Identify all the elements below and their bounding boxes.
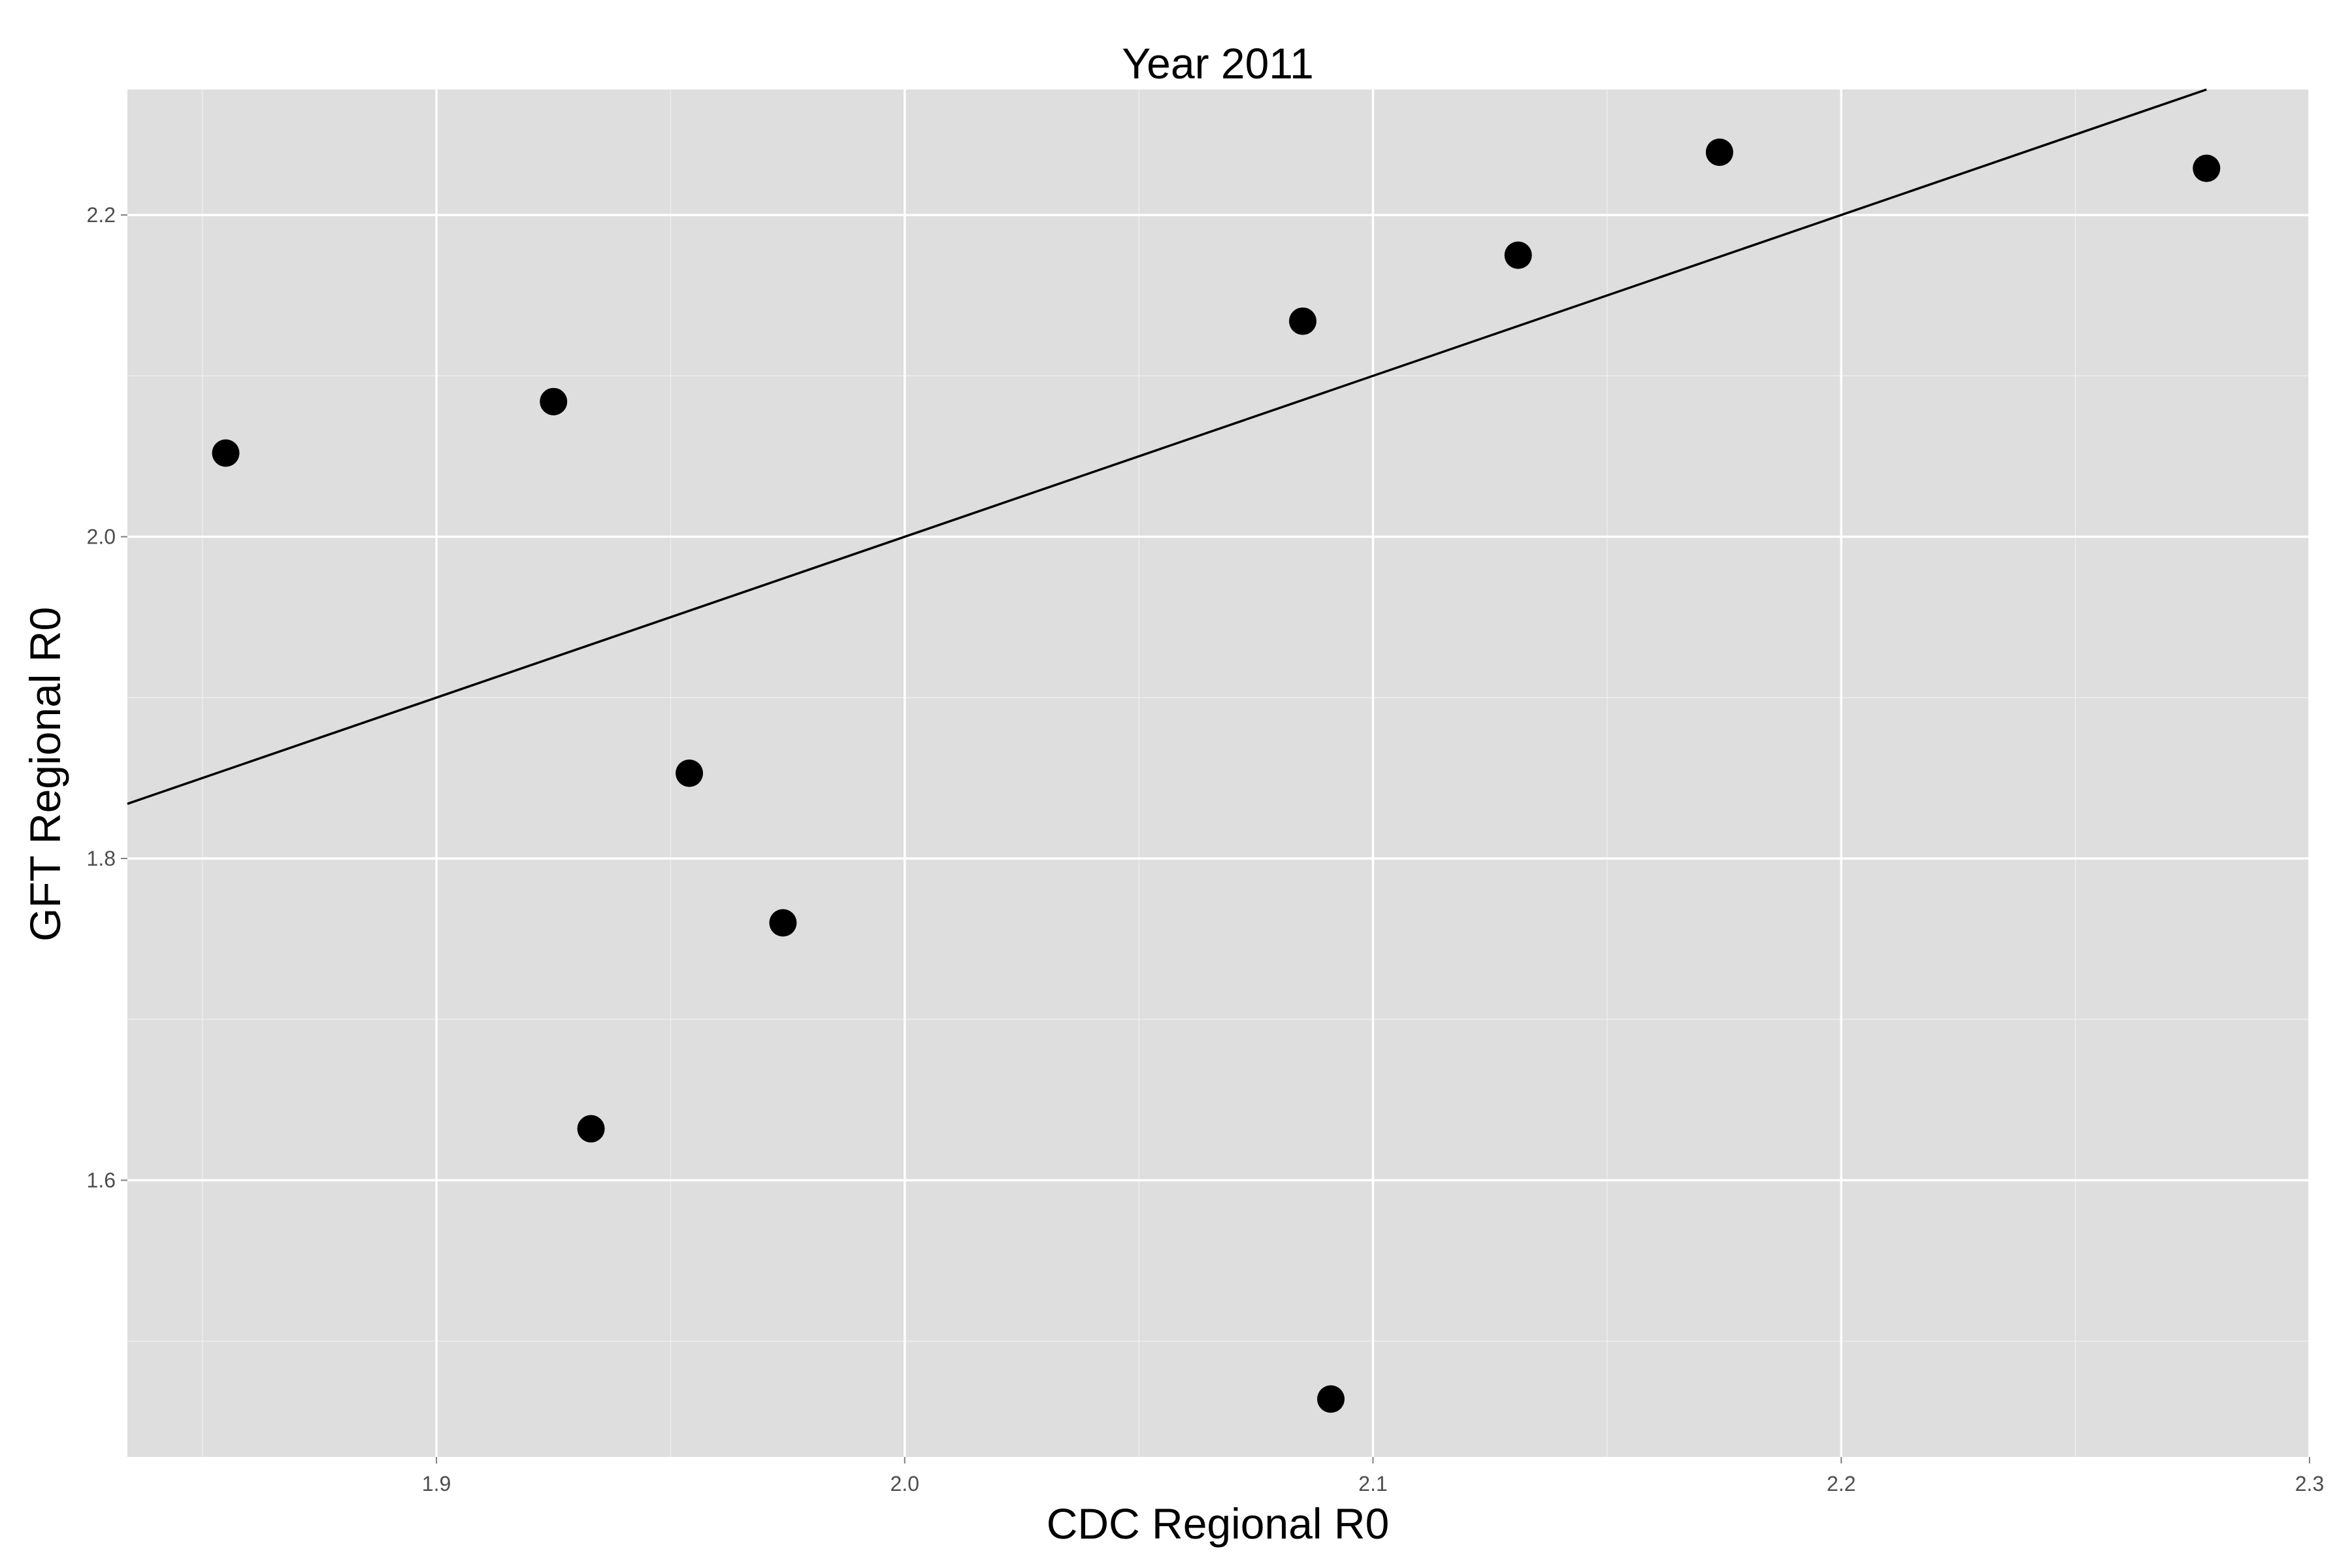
data-points (212, 139, 2221, 1413)
data-point (1504, 241, 1532, 269)
data-point (2193, 154, 2221, 182)
y-axis-label: GFT Regional R0 (21, 607, 69, 941)
major-grid (127, 90, 2311, 1457)
x-tick-label: 2.2 (1827, 1472, 1855, 1495)
x-axis-label: CDC Regional R0 (1047, 1499, 1390, 1548)
x-tick-label: 2.0 (890, 1472, 919, 1495)
minor-grid (127, 90, 2310, 1457)
chart-title: Year 2011 (1122, 39, 1314, 88)
y-tick-label: 1.8 (87, 847, 116, 870)
y-tick-label: 2.2 (87, 203, 116, 227)
y-tick-label: 2.0 (87, 525, 116, 549)
data-point (676, 759, 704, 787)
x-tick-label: 2.3 (2295, 1472, 2324, 1495)
data-point (1317, 1385, 1345, 1413)
x-tick-label: 1.9 (422, 1472, 451, 1495)
data-point (540, 387, 568, 416)
plot-panel (127, 90, 2310, 1457)
reference-line (127, 88, 2207, 805)
data-point (212, 439, 240, 467)
data-point (577, 1115, 605, 1143)
reference-line-group (127, 88, 2207, 805)
y-axis-ticks: 1.6 1.8 2.0 2.2 (87, 203, 127, 1192)
data-point (1705, 139, 1733, 167)
data-point (769, 909, 797, 937)
data-point (1289, 307, 1317, 335)
y-tick-label: 1.6 (87, 1168, 116, 1192)
x-axis-ticks: 1.9 2.0 2.1 2.2 2.3 (422, 1457, 2324, 1495)
x-tick-label: 2.1 (1358, 1472, 1387, 1495)
